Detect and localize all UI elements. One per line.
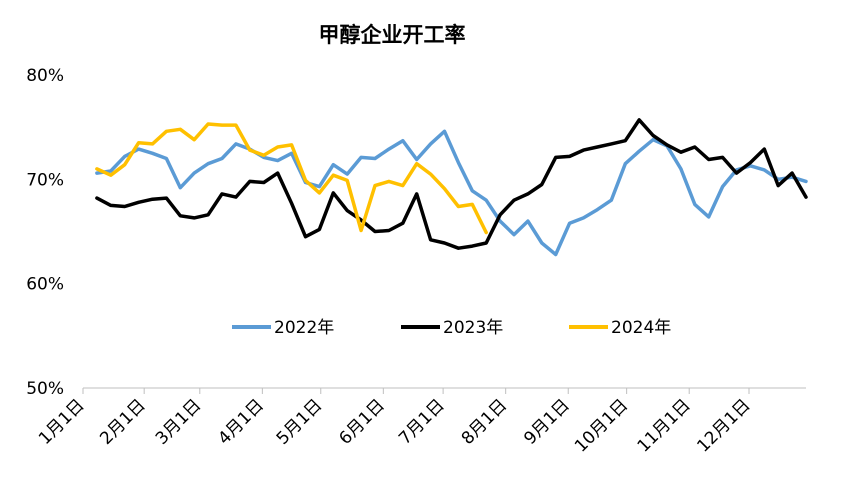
series-line-3 bbox=[95, 122, 488, 235]
legend-label: 2023年 bbox=[443, 318, 503, 338]
legend-label: 2024年 bbox=[611, 318, 671, 338]
x-tick-label: 6月1日 bbox=[335, 395, 388, 448]
y-axis: 50% 60% 70% 80% bbox=[26, 66, 64, 399]
x-axis: 1月1日 2月1日 3月1日 4月1日 5月1日 6月1日 7月1日 8月1日 9月1日10月1… bbox=[35, 387, 806, 457]
x-tick-label: 12月1日 bbox=[693, 395, 754, 456]
legend: 2022年 2023年 2024年 bbox=[232, 318, 671, 338]
x-tick-label: 7月1日 bbox=[395, 395, 448, 448]
x-tick-label: 2月1日 bbox=[96, 395, 149, 448]
legend-label: 2022年 bbox=[274, 318, 334, 338]
y-tick-label: 80% bbox=[26, 66, 64, 86]
y-tick-label: 60% bbox=[26, 275, 64, 295]
series-line-1 bbox=[95, 129, 808, 257]
x-tick-label: 11月1日 bbox=[634, 395, 695, 456]
x-tick-label: 10月1日 bbox=[571, 395, 632, 456]
x-tick-label: 4月1日 bbox=[214, 395, 267, 448]
x-tick-label: 9月1日 bbox=[520, 395, 573, 448]
x-tick-label: 1月1日 bbox=[35, 395, 88, 448]
series-line-2 bbox=[95, 118, 808, 250]
y-tick-label: 70% bbox=[26, 170, 64, 190]
x-tick-label: 5月1日 bbox=[273, 395, 326, 448]
x-tick-label: 3月1日 bbox=[152, 395, 205, 448]
series-layer bbox=[95, 118, 808, 257]
x-tick-label: 8月1日 bbox=[458, 395, 511, 448]
chart-title: 甲醇企业开工率 bbox=[319, 23, 466, 47]
y-tick-label: 50% bbox=[26, 379, 64, 399]
